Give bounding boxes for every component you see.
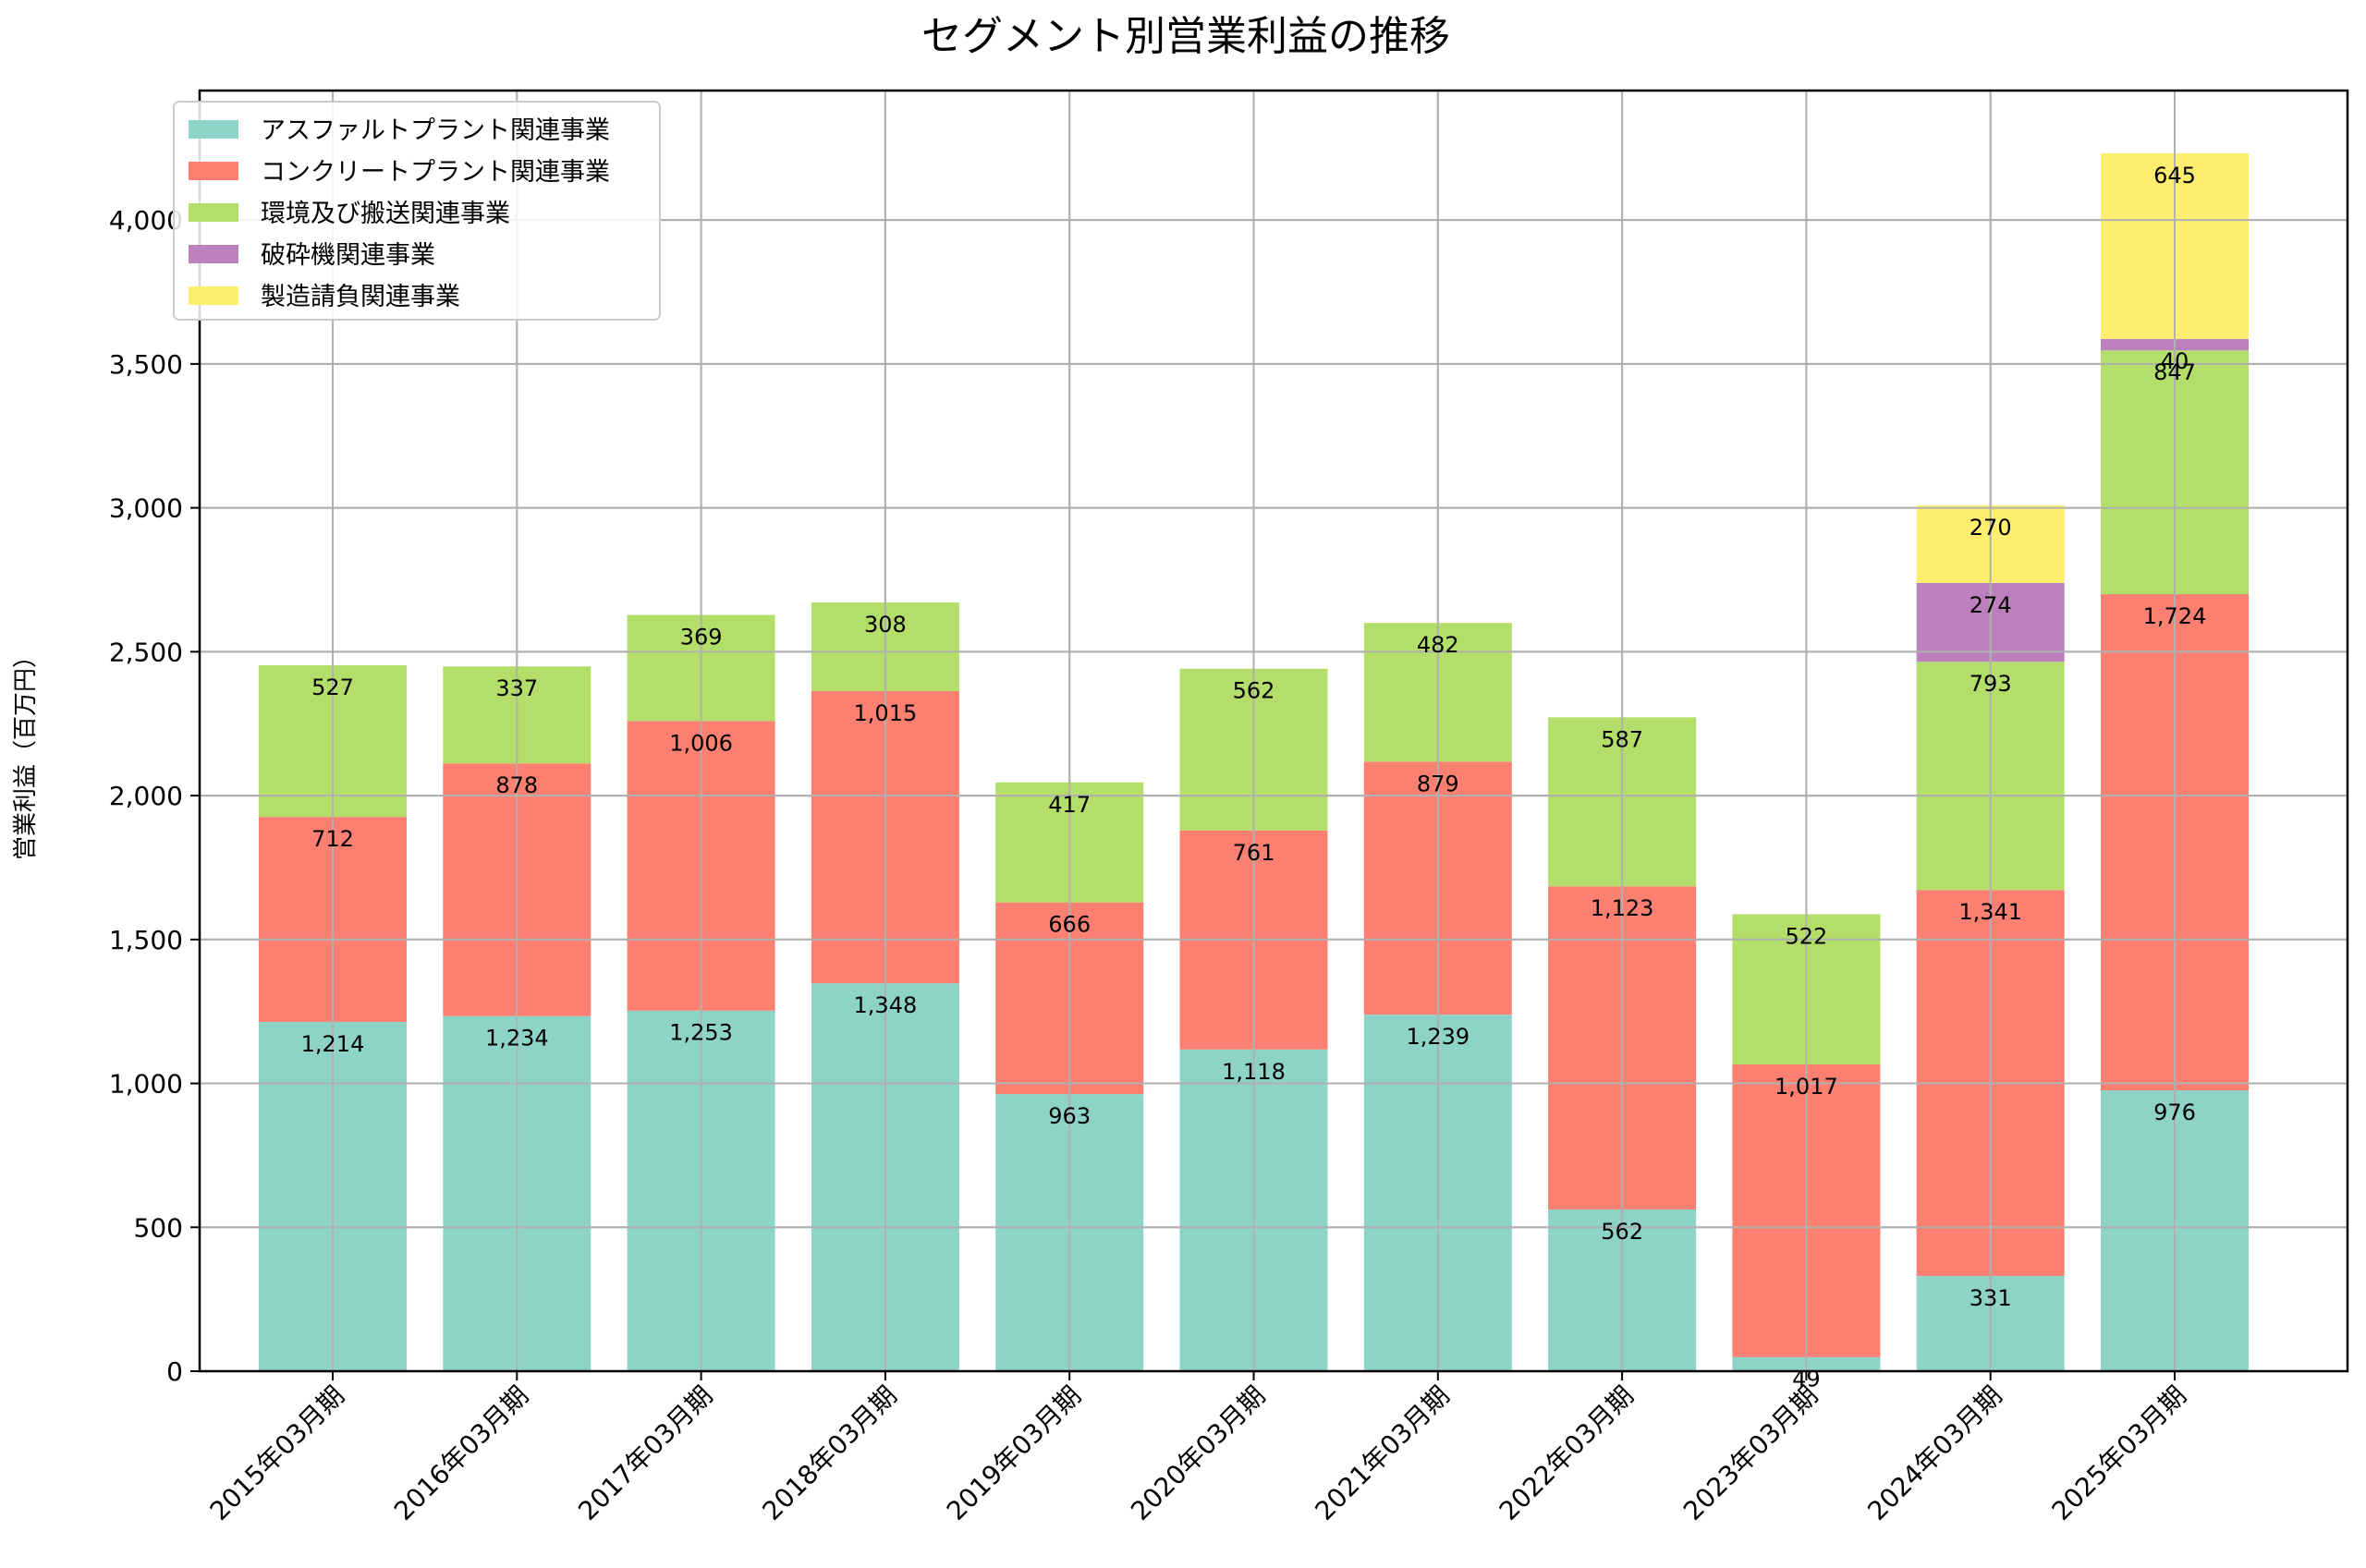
data-label: 527 — [311, 675, 354, 700]
data-label: 522 — [1785, 923, 1827, 949]
y-tick-label: 4,000 — [109, 205, 183, 236]
data-label: 562 — [1233, 678, 1275, 704]
x-tick-label: 2015年03月期 — [204, 1380, 350, 1526]
legend-box — [173, 101, 661, 321]
x-tick-label: 2020年03月期 — [1125, 1380, 1271, 1526]
data-label: 712 — [311, 826, 354, 852]
data-label: 308 — [864, 612, 907, 638]
data-label: 1,234 — [485, 1026, 549, 1051]
data-label: 417 — [1048, 792, 1091, 818]
data-label: 40 — [2161, 348, 2189, 374]
y-tick-label: 0 — [166, 1356, 183, 1387]
x-tick-label: 2025年03月期 — [2046, 1380, 2192, 1526]
data-label: 1,017 — [1774, 1074, 1838, 1100]
data-label: 1,253 — [669, 1020, 733, 1046]
legend-label: 環境及び搬送関連事業 — [261, 200, 510, 228]
plot-frame — [198, 89, 2349, 1373]
data-label: 587 — [1601, 726, 1643, 752]
legend-swatch — [189, 162, 238, 180]
x-tick-label: 2019年03月期 — [941, 1380, 1087, 1526]
y-tick-label: 2,000 — [109, 781, 183, 811]
data-label: 270 — [1970, 515, 2012, 541]
legend-swatch — [189, 120, 238, 139]
y-tick-label: 2,500 — [109, 637, 183, 667]
data-label: 331 — [1970, 1285, 2012, 1311]
chart-title: セグメント別営業利益の推移 — [921, 13, 1450, 60]
data-label: 1,015 — [854, 700, 918, 726]
data-label: 369 — [680, 624, 723, 650]
data-labels: 1,214 712 527 1,234 878 337 1,253 1,006 369 1,348… — [200, 91, 2348, 1392]
y-tick-label: 500 — [134, 1212, 183, 1243]
y-tick-label: 1,500 — [109, 925, 183, 955]
data-label: 274 — [1970, 592, 2012, 618]
y-tick-label: 3,000 — [109, 493, 183, 524]
x-tick-label: 2022年03月期 — [1494, 1380, 1640, 1526]
data-label: 1,348 — [854, 992, 918, 1018]
data-label: 879 — [1417, 771, 1459, 796]
data-label: 1,123 — [1591, 895, 1654, 921]
y-tick-label: 3,500 — [109, 349, 183, 380]
data-label: 963 — [1048, 1103, 1091, 1129]
data-label: 793 — [1970, 671, 2012, 697]
legend-swatch — [189, 286, 238, 305]
x-tick-label: 2023年03月期 — [1677, 1380, 1823, 1526]
x-tick-label: 2018年03月期 — [757, 1380, 903, 1526]
legend-label: アスファルトプラント関連事業 — [261, 116, 610, 145]
legend-label: 製造請負関連事業 — [261, 283, 460, 311]
data-label: 1,118 — [1222, 1059, 1286, 1085]
data-label: 1,214 — [301, 1031, 365, 1057]
data-label: 482 — [1417, 632, 1459, 658]
legend-label: コンクリートプラント関連事業 — [261, 158, 610, 187]
data-label: 1,006 — [669, 730, 733, 756]
data-label: 976 — [2153, 1100, 2196, 1125]
x-tick-label: 2016年03月期 — [388, 1380, 534, 1526]
legend-swatch — [189, 203, 238, 222]
data-label: 562 — [1601, 1219, 1643, 1245]
data-label: 666 — [1048, 912, 1091, 938]
data-label: 337 — [495, 675, 538, 701]
x-tick-label: 2017年03月期 — [572, 1380, 718, 1526]
data-label: 1,239 — [1406, 1024, 1470, 1050]
legend-label: 破砕機関連事業 — [261, 241, 435, 270]
data-label: 1,341 — [1958, 899, 2022, 925]
y-axis-label: 営業利益（百万円） — [12, 644, 40, 860]
data-label: 847 — [2153, 359, 2196, 385]
x-tick-label: 2021年03月期 — [1309, 1380, 1455, 1526]
data-label: 878 — [495, 772, 538, 798]
y-tick-label: 1,000 — [109, 1069, 183, 1100]
legend-swatch — [189, 245, 238, 263]
data-label: 645 — [2153, 163, 2196, 188]
data-label: 1,724 — [2143, 603, 2207, 629]
data-label: 761 — [1233, 840, 1275, 866]
legend: アスファルトプラント関連事業コンクリートプラント関連事業環境及び搬送関連事業破砕… — [173, 101, 661, 321]
x-tick-label: 2024年03月期 — [1861, 1380, 2007, 1526]
